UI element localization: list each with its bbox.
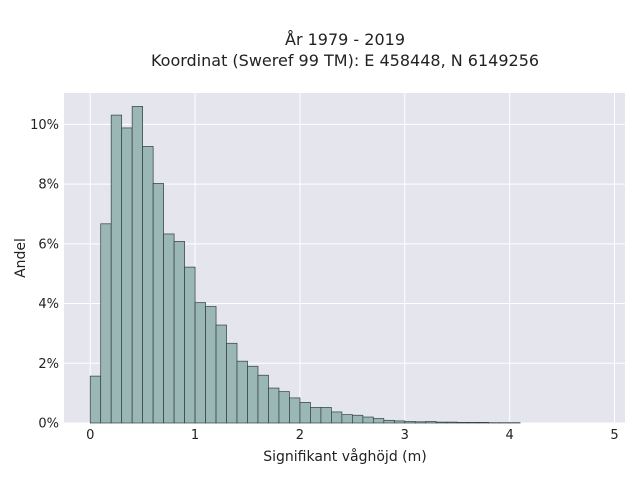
histogram-bar xyxy=(320,407,332,424)
histogram-bar xyxy=(173,241,185,424)
histogram-bar xyxy=(215,324,227,424)
histogram-bar xyxy=(194,302,206,424)
histogram-bar xyxy=(456,422,469,424)
bars xyxy=(89,106,521,424)
chart-title: År 1979 - 2019 xyxy=(285,30,405,49)
histogram-bar xyxy=(435,421,448,424)
x-tick-label: 5 xyxy=(610,428,618,443)
histogram-bar xyxy=(268,387,280,424)
y-tick-label: 8% xyxy=(38,178,59,193)
y-tick-label: 4% xyxy=(38,297,59,312)
y-tick-label: 2% xyxy=(38,357,59,372)
x-tick-label: 0 xyxy=(86,428,94,443)
histogram-bar xyxy=(341,414,353,424)
histogram-bar xyxy=(331,411,343,424)
histogram-bar xyxy=(383,419,395,424)
histogram-bar xyxy=(226,342,238,424)
histogram-bar xyxy=(477,422,490,424)
histogram-bar xyxy=(110,114,123,424)
histogram-bar xyxy=(131,106,143,424)
histogram-bar xyxy=(121,127,133,424)
y-tick-label: 0% xyxy=(38,417,59,432)
y-tick-label: 6% xyxy=(38,237,59,252)
histogram-bar xyxy=(163,233,175,424)
x-tick-label: 3 xyxy=(401,428,409,443)
histogram-bar xyxy=(414,421,427,424)
histogram-bar xyxy=(205,306,217,424)
histogram-bar xyxy=(372,418,385,424)
histogram-bar xyxy=(362,416,374,424)
histogram-bar xyxy=(152,183,164,424)
y-tick-label: 10% xyxy=(30,118,59,133)
histogram-bar xyxy=(257,374,269,424)
histogram-bar xyxy=(278,391,290,424)
histogram-bar xyxy=(299,402,311,424)
histogram-bar xyxy=(142,146,154,424)
x-axis-ticks: 0 1 2 3 4 5 xyxy=(86,428,619,443)
histogram-bar xyxy=(310,407,322,424)
histogram-bar xyxy=(89,375,102,424)
histogram-bar xyxy=(425,421,437,424)
x-tick-label: 2 xyxy=(296,428,304,443)
x-tick-label: 4 xyxy=(506,428,514,443)
histogram-bar xyxy=(467,422,479,424)
histogram-bar xyxy=(184,266,196,424)
histogram-bar xyxy=(236,360,248,424)
histogram-bar xyxy=(393,420,406,424)
histogram-bar xyxy=(100,223,112,424)
y-axis-ticks: 0% 2% 4% 6% 8% 10% xyxy=(30,118,59,432)
x-tick-label: 1 xyxy=(191,428,199,443)
histogram-bar xyxy=(289,397,301,424)
histogram-bar xyxy=(247,365,259,424)
y-axis-label: Andel xyxy=(13,238,29,278)
histogram-bar xyxy=(446,421,458,424)
chart-subtitle: Koordinat (Sweref 99 TM): E 458448, N 61… xyxy=(151,51,539,70)
x-axis-label: Signifikant våghöjd (m) xyxy=(263,448,426,465)
histogram-bar xyxy=(404,421,416,424)
histogram-bar xyxy=(352,414,364,424)
